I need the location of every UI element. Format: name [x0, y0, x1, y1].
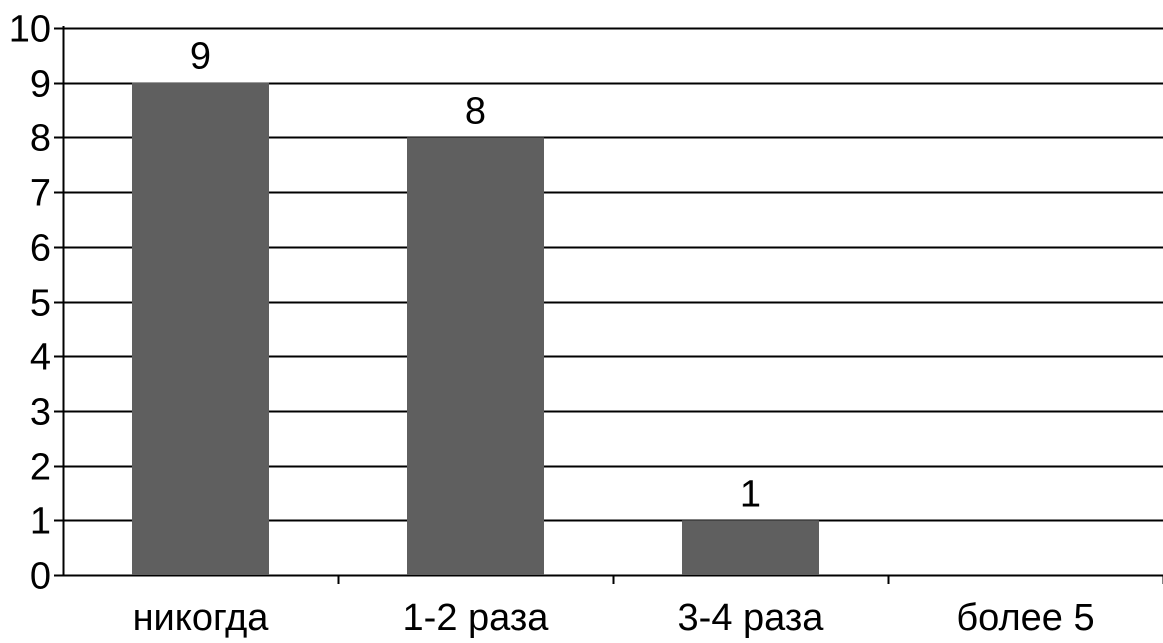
bar: [132, 82, 269, 575]
x-tick-label: 3-4 раза: [678, 597, 825, 639]
data-label: 1: [740, 473, 761, 515]
y-tick-labels: 0 1 2 3 4 5 6 7 8 9 10: [9, 9, 51, 598]
bars: [132, 82, 819, 575]
y-tick-label: 2: [30, 447, 51, 489]
y-tick-label: 3: [30, 392, 51, 434]
y-tick-label: 9: [30, 64, 51, 106]
y-tick-label: 7: [30, 173, 51, 215]
y-tick-label: 0: [30, 556, 51, 598]
bar: [682, 520, 819, 575]
y-tick-label: 6: [30, 228, 51, 270]
y-tick-label: 8: [30, 118, 51, 160]
y-tick-label: 4: [30, 337, 51, 379]
y-tick-label: 5: [30, 283, 51, 325]
x-tick-label: более 5: [956, 597, 1094, 639]
data-labels: 9 8 1: [190, 36, 761, 516]
x-tick-labels: никогда 1-2 раза 3-4 раза более 5: [133, 597, 1095, 639]
y-tick-label: 1: [30, 501, 51, 543]
y-axis: [54, 26, 65, 577]
x-axis: [63, 574, 1163, 584]
bar: [407, 137, 544, 575]
data-label: 8: [465, 90, 486, 132]
data-label: 9: [190, 36, 211, 78]
x-tick-label: никогда: [133, 597, 270, 639]
x-tick-label: 1-2 раза: [403, 597, 550, 639]
y-tick-label: 10: [9, 9, 51, 51]
